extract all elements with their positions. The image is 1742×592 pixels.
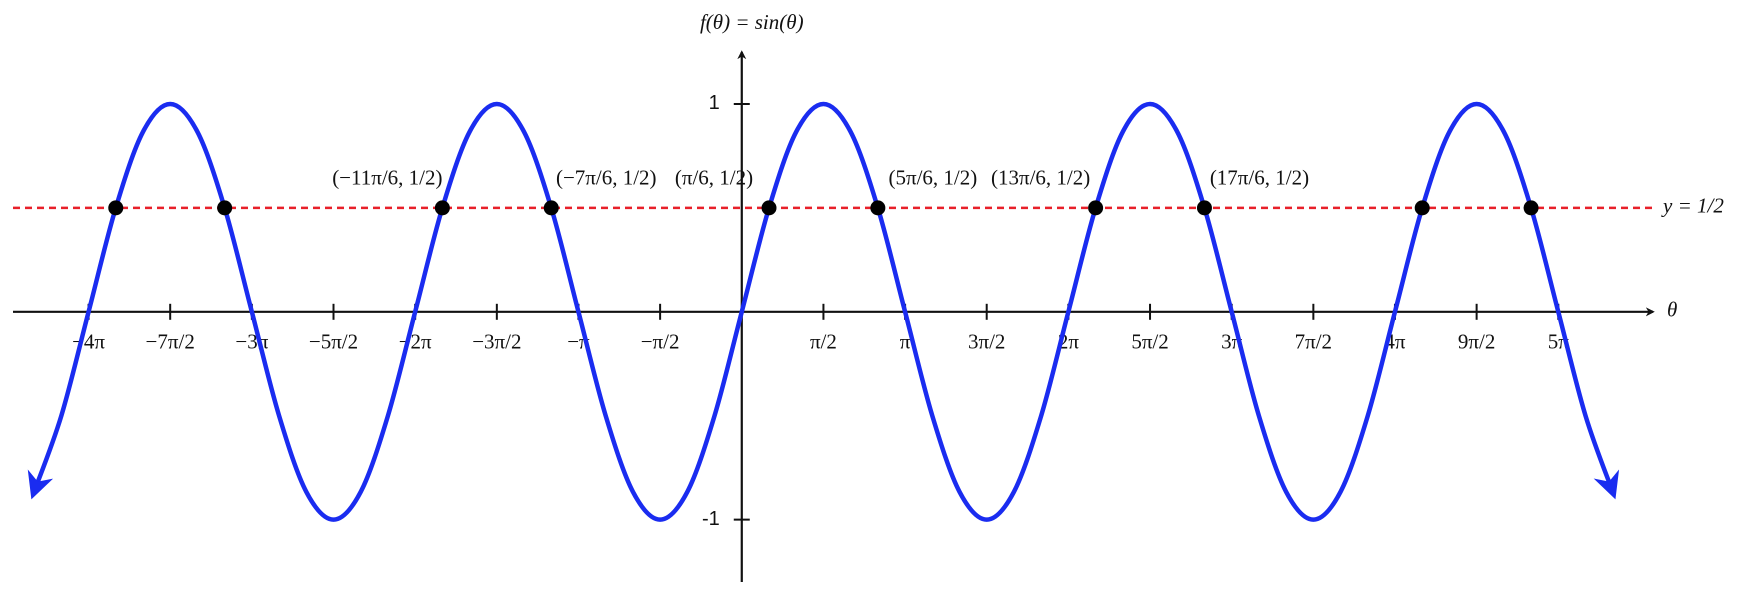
x-tick-label: 9π/2	[1458, 330, 1495, 354]
point-label: (13π/6, 1/2)	[991, 166, 1090, 190]
point-label: (−7π/6, 1/2)	[556, 166, 657, 190]
point-label: (17π/6, 1/2)	[1210, 166, 1309, 190]
intersection-point	[217, 200, 233, 216]
x-axis-label: θ	[1667, 298, 1677, 322]
intersection-point	[870, 200, 886, 216]
intersection-point	[761, 200, 777, 216]
x-tick-label: π/2	[810, 330, 837, 354]
curve	[27, 101, 1620, 522]
x-tick-label: −5π/2	[309, 330, 358, 354]
x-tick-label: −π/2	[641, 330, 680, 354]
intersection-point	[108, 200, 124, 216]
x-tick-label: π	[900, 330, 911, 354]
point-label: (π/6, 1/2)	[675, 166, 753, 190]
x-tick-label: −3π/2	[472, 330, 521, 354]
intersection-point	[1523, 200, 1539, 216]
intersection-point	[434, 200, 450, 216]
y-axis-label: f(θ) = sin(θ)	[700, 10, 804, 34]
intersection-point	[543, 200, 559, 216]
x-tick-label: 5π/2	[1131, 330, 1168, 354]
y-tick-label: -1	[702, 508, 720, 530]
point-label: (−11π/6, 1/2)	[332, 166, 442, 190]
x-tick-label: −7π/2	[146, 330, 195, 354]
x-tick-label: 3π/2	[968, 330, 1005, 354]
reference-label: y = 1/2	[1661, 194, 1724, 218]
y-tick-label: 1	[709, 92, 720, 114]
intersection-point	[1196, 200, 1212, 216]
plot: y = 1/2θf(θ) = sin(θ)−4π −7π/2 −3π −5π/2 −2π…	[13, 10, 1724, 582]
intersection-point	[1088, 200, 1104, 216]
intersection-point	[1414, 200, 1430, 216]
x-tick-label: 7π/2	[1295, 330, 1332, 354]
point-label: (5π/6, 1/2)	[888, 166, 977, 190]
